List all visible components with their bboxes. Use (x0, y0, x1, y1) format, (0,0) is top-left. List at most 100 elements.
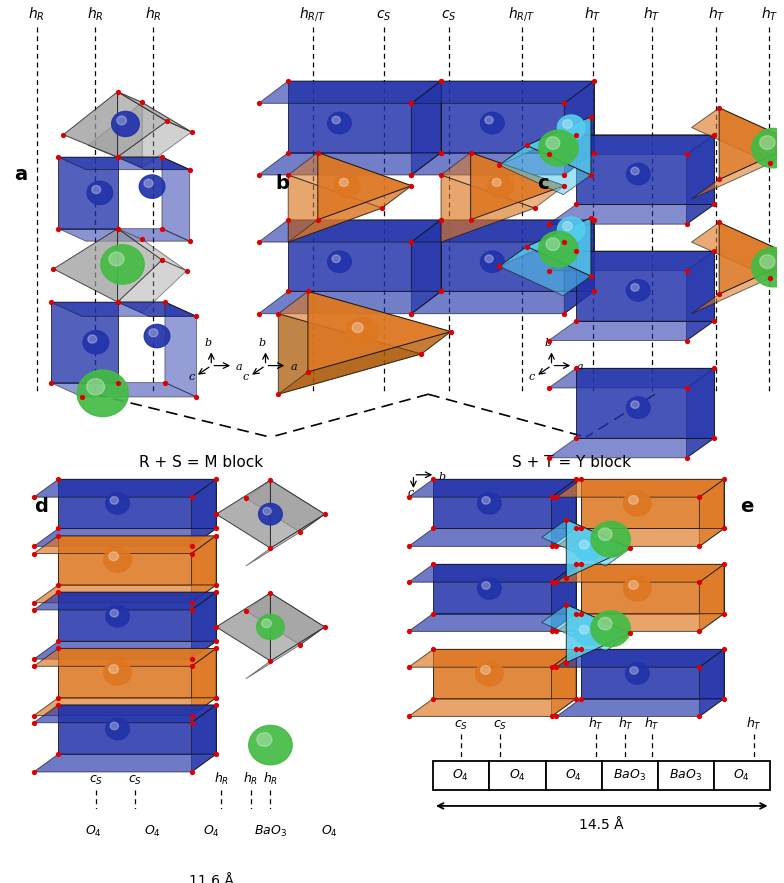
Circle shape (110, 722, 118, 729)
Circle shape (629, 580, 638, 589)
Polygon shape (470, 153, 564, 220)
Polygon shape (118, 121, 191, 168)
Circle shape (477, 493, 501, 514)
Circle shape (557, 115, 585, 140)
Polygon shape (118, 260, 187, 313)
Circle shape (339, 178, 348, 186)
Polygon shape (118, 302, 197, 316)
Text: b: b (275, 175, 289, 193)
Text: b: b (545, 338, 552, 348)
Circle shape (488, 174, 513, 197)
Polygon shape (441, 220, 594, 291)
Polygon shape (318, 153, 412, 220)
Polygon shape (64, 92, 118, 157)
Polygon shape (412, 153, 594, 175)
Circle shape (752, 128, 784, 168)
Text: $c_S$: $c_S$ (441, 9, 457, 23)
Polygon shape (245, 627, 325, 679)
Circle shape (88, 335, 96, 343)
Polygon shape (542, 519, 630, 566)
Polygon shape (259, 291, 441, 313)
Polygon shape (191, 479, 216, 547)
Polygon shape (118, 229, 187, 271)
Bar (182, 817, 241, 845)
Polygon shape (687, 135, 714, 224)
Text: $h_R$: $h_R$ (263, 771, 278, 787)
Polygon shape (549, 135, 714, 155)
Polygon shape (58, 592, 216, 641)
Text: $c_S$: $c_S$ (129, 774, 143, 787)
Text: $h_T$: $h_T$ (707, 5, 725, 23)
Polygon shape (278, 332, 451, 394)
Circle shape (149, 328, 158, 337)
Circle shape (249, 726, 292, 765)
Polygon shape (408, 564, 576, 582)
Polygon shape (289, 81, 441, 153)
Polygon shape (58, 157, 118, 229)
Circle shape (598, 528, 612, 540)
Polygon shape (408, 479, 576, 497)
Polygon shape (441, 153, 564, 208)
Polygon shape (216, 480, 270, 548)
Circle shape (481, 251, 504, 273)
Bar (300, 817, 359, 845)
Text: $h_R$: $h_R$ (243, 771, 258, 787)
Circle shape (539, 130, 578, 166)
Polygon shape (581, 649, 724, 698)
Circle shape (630, 667, 638, 675)
Polygon shape (687, 368, 714, 457)
Text: $h_T$: $h_T$ (588, 715, 604, 732)
Polygon shape (687, 251, 714, 341)
Polygon shape (576, 368, 714, 438)
Polygon shape (719, 223, 784, 294)
Circle shape (144, 324, 170, 348)
Polygon shape (118, 157, 190, 170)
Circle shape (332, 117, 340, 124)
Circle shape (109, 665, 118, 674)
Polygon shape (118, 229, 162, 302)
Circle shape (352, 322, 363, 333)
Bar (64, 817, 122, 845)
Polygon shape (549, 438, 714, 457)
Text: $BaO_3$: $BaO_3$ (670, 768, 702, 783)
Polygon shape (441, 175, 535, 242)
Bar (433, 761, 489, 789)
Polygon shape (58, 479, 216, 529)
Circle shape (106, 493, 129, 514)
Polygon shape (699, 649, 724, 716)
Circle shape (262, 619, 271, 628)
Polygon shape (691, 144, 784, 199)
Text: c: c (408, 488, 414, 498)
Circle shape (117, 116, 126, 125)
Polygon shape (557, 529, 724, 547)
Polygon shape (58, 648, 216, 698)
Polygon shape (691, 223, 784, 278)
Circle shape (485, 255, 493, 262)
Polygon shape (308, 291, 451, 372)
Text: $O_4$: $O_4$ (452, 768, 469, 783)
Bar (241, 817, 300, 845)
Polygon shape (441, 81, 594, 153)
Circle shape (92, 185, 100, 193)
Circle shape (626, 663, 649, 684)
Polygon shape (270, 592, 325, 661)
Circle shape (481, 112, 504, 134)
Circle shape (482, 582, 490, 589)
Polygon shape (412, 220, 594, 242)
Polygon shape (557, 614, 724, 631)
Circle shape (760, 136, 775, 149)
Bar (546, 761, 602, 789)
Polygon shape (34, 592, 216, 610)
Circle shape (579, 625, 589, 634)
Text: b: b (438, 472, 445, 481)
Circle shape (103, 660, 132, 685)
Polygon shape (691, 258, 784, 313)
Circle shape (546, 238, 560, 251)
Circle shape (477, 577, 501, 600)
Circle shape (591, 521, 630, 557)
Polygon shape (542, 605, 630, 651)
Text: $h_R$: $h_R$ (213, 771, 229, 787)
Polygon shape (191, 536, 216, 603)
Polygon shape (566, 519, 630, 577)
Polygon shape (118, 92, 191, 132)
